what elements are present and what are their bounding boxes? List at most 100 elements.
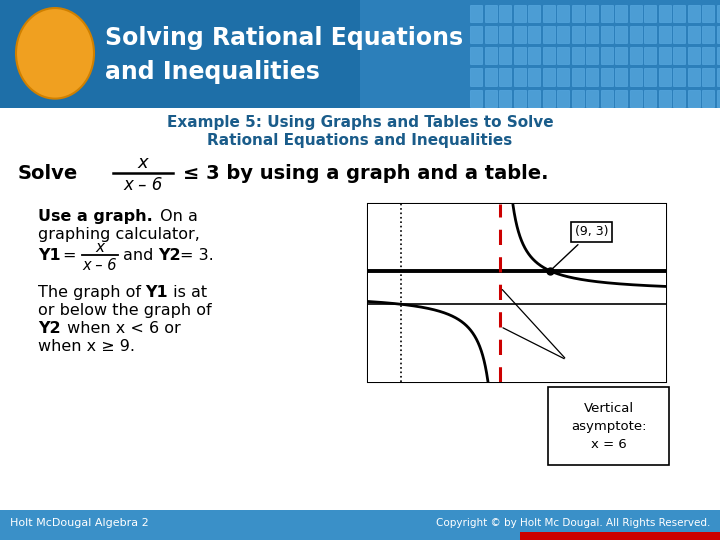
FancyBboxPatch shape [644,48,656,64]
FancyBboxPatch shape [0,510,720,540]
FancyBboxPatch shape [548,387,669,465]
FancyBboxPatch shape [688,90,700,107]
FancyBboxPatch shape [528,5,540,22]
FancyBboxPatch shape [615,48,627,64]
FancyBboxPatch shape [557,69,569,85]
FancyBboxPatch shape [716,5,720,22]
FancyBboxPatch shape [499,26,511,43]
FancyBboxPatch shape [673,69,685,85]
FancyBboxPatch shape [572,48,583,64]
FancyBboxPatch shape [615,69,627,85]
Text: Solving Rational Equations: Solving Rational Equations [105,26,463,50]
Text: On a: On a [155,208,198,224]
FancyBboxPatch shape [586,48,598,64]
FancyBboxPatch shape [644,26,656,43]
FancyBboxPatch shape [557,48,569,64]
FancyBboxPatch shape [542,69,554,85]
Text: and: and [123,248,153,262]
FancyBboxPatch shape [673,26,685,43]
Text: (9, 3): (9, 3) [552,225,608,269]
FancyBboxPatch shape [644,90,656,107]
Text: ≤ 3 by using a graph and a table.: ≤ 3 by using a graph and a table. [183,164,549,183]
Text: Rational Equations and Inequalities: Rational Equations and Inequalities [207,132,513,147]
FancyBboxPatch shape [528,69,540,85]
Text: =: = [62,248,76,262]
FancyBboxPatch shape [513,90,526,107]
FancyBboxPatch shape [499,69,511,85]
FancyBboxPatch shape [629,26,642,43]
Text: Y2: Y2 [38,321,60,336]
FancyBboxPatch shape [470,69,482,85]
Text: Y1: Y1 [38,248,60,262]
FancyBboxPatch shape [586,90,598,107]
Text: x: x [96,240,104,254]
FancyBboxPatch shape [702,5,714,22]
FancyBboxPatch shape [659,26,670,43]
FancyBboxPatch shape [659,48,670,64]
FancyBboxPatch shape [572,5,583,22]
FancyBboxPatch shape [600,48,613,64]
FancyBboxPatch shape [368,204,666,382]
FancyBboxPatch shape [688,5,700,22]
Text: Example 5: Using Graphs and Tables to Solve: Example 5: Using Graphs and Tables to So… [167,114,553,130]
FancyBboxPatch shape [470,26,482,43]
Text: The graph of: The graph of [38,285,146,300]
FancyBboxPatch shape [470,90,482,107]
FancyBboxPatch shape [702,48,714,64]
FancyBboxPatch shape [0,108,720,510]
Text: Y2: Y2 [158,248,181,262]
FancyBboxPatch shape [629,5,642,22]
FancyBboxPatch shape [716,90,720,107]
FancyBboxPatch shape [470,5,482,22]
FancyBboxPatch shape [499,48,511,64]
FancyBboxPatch shape [485,26,497,43]
FancyBboxPatch shape [629,69,642,85]
Text: is at: is at [168,285,207,300]
FancyBboxPatch shape [499,5,511,22]
FancyBboxPatch shape [615,5,627,22]
FancyBboxPatch shape [513,5,526,22]
FancyBboxPatch shape [528,48,540,64]
FancyBboxPatch shape [572,90,583,107]
FancyBboxPatch shape [673,48,685,64]
FancyBboxPatch shape [542,48,554,64]
FancyBboxPatch shape [0,0,720,111]
FancyBboxPatch shape [644,69,656,85]
FancyBboxPatch shape [659,5,670,22]
FancyBboxPatch shape [716,69,720,85]
Text: = 3.: = 3. [180,248,214,262]
Text: Copyright © by Holt Mc Dougal. All Rights Reserved.: Copyright © by Holt Mc Dougal. All Right… [436,518,710,528]
Text: Solve: Solve [18,164,78,183]
Text: and Inequalities: and Inequalities [105,60,320,84]
Text: x – 6: x – 6 [83,258,117,273]
FancyBboxPatch shape [688,48,700,64]
FancyBboxPatch shape [557,5,569,22]
Text: x – 6: x – 6 [123,176,163,194]
FancyBboxPatch shape [557,26,569,43]
Text: Use a graph.: Use a graph. [38,208,153,224]
FancyBboxPatch shape [485,48,497,64]
FancyBboxPatch shape [520,532,720,540]
FancyBboxPatch shape [688,26,700,43]
FancyBboxPatch shape [528,26,540,43]
FancyBboxPatch shape [629,90,642,107]
FancyBboxPatch shape [485,90,497,107]
FancyBboxPatch shape [716,48,720,64]
Text: when x ≥ 9.: when x ≥ 9. [38,339,135,354]
FancyBboxPatch shape [659,69,670,85]
FancyBboxPatch shape [688,69,700,85]
FancyBboxPatch shape [542,90,554,107]
FancyBboxPatch shape [673,90,685,107]
Text: x: x [138,154,148,172]
FancyBboxPatch shape [470,48,482,64]
FancyBboxPatch shape [513,69,526,85]
FancyBboxPatch shape [600,5,613,22]
FancyBboxPatch shape [702,26,714,43]
FancyBboxPatch shape [702,90,714,107]
FancyBboxPatch shape [528,90,540,107]
FancyBboxPatch shape [600,90,613,107]
Text: when x < 6 or: when x < 6 or [62,321,181,336]
FancyBboxPatch shape [615,90,627,107]
Text: Y1: Y1 [145,285,168,300]
FancyBboxPatch shape [600,26,613,43]
